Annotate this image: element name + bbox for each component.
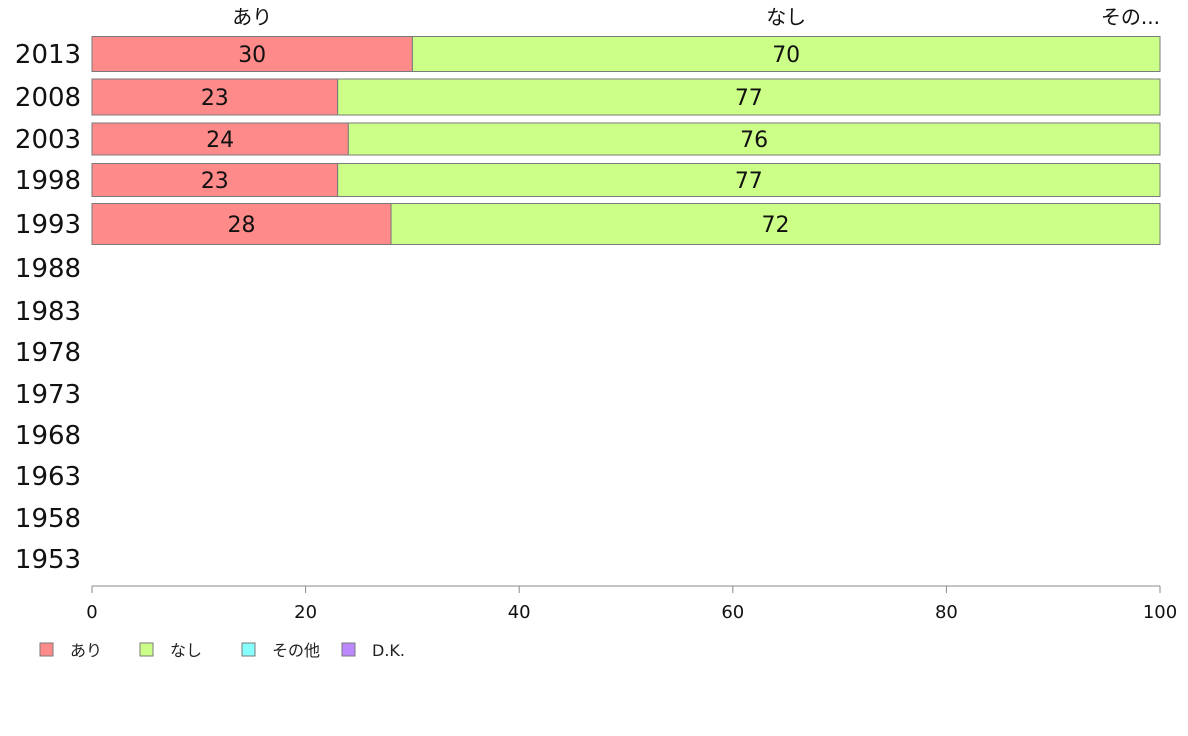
x-tick-label: 20 <box>294 602 317 623</box>
x-tick-label: 60 <box>721 602 744 623</box>
legend-label: なし <box>170 641 202 660</box>
bar-segment <box>91 78 339 116</box>
bars-group: 30 70 23 77 24 76 23 77 28 72 <box>91 36 1161 245</box>
top-series-label: その... <box>1101 5 1160 29</box>
y-tick-label: 2008 <box>15 83 81 113</box>
bar-value-label: 24 <box>206 128 234 153</box>
bar-value-label: 76 <box>740 128 768 153</box>
legend-swatch <box>139 642 154 657</box>
top-series-labels: あり なし その... <box>232 5 1160 29</box>
y-tick-label: 1963 <box>15 462 81 492</box>
bar-value-label: 23 <box>201 169 229 194</box>
legend-swatch <box>341 642 356 657</box>
x-axis: 0 20 40 60 80 100 <box>86 585 1177 623</box>
bar-segment <box>337 163 1161 197</box>
x-tick-label: 0 <box>86 602 97 623</box>
bar-segment <box>91 36 413 72</box>
legend-label: D.K. <box>372 641 405 660</box>
bar-value-label: 77 <box>735 86 763 111</box>
bar-segment <box>390 203 1161 245</box>
bar-value-label: 77 <box>735 169 763 194</box>
top-series-label: あり <box>232 5 272 29</box>
top-series-label: なし <box>766 5 806 29</box>
y-tick-label: 1988 <box>15 254 81 284</box>
y-tick-label: 1998 <box>15 166 81 196</box>
bar-segment <box>411 36 1161 72</box>
y-tick-label: 1973 <box>15 380 81 410</box>
bar-value-label: 23 <box>201 86 229 111</box>
y-tick-label: 2003 <box>15 125 81 155</box>
y-tick-label: 2013 <box>15 40 81 70</box>
x-tick-label: 100 <box>1143 602 1177 623</box>
bar-segment <box>347 122 1161 156</box>
y-tick-label: 1993 <box>15 210 81 240</box>
bar-segment <box>91 122 349 156</box>
x-tick-label: 80 <box>935 602 958 623</box>
y-tick-label: 1953 <box>15 545 81 575</box>
y-tick-label: 1983 <box>15 297 81 327</box>
bar-segment <box>337 78 1161 116</box>
bar-value-label: 28 <box>228 213 256 238</box>
legend-swatch <box>241 642 256 657</box>
legend-label: あり <box>70 641 102 660</box>
bar-segment <box>91 203 392 245</box>
legend: あり なし その他 D.K. <box>39 641 405 660</box>
legend-swatch <box>39 642 54 657</box>
legend-label: その他 <box>272 641 320 660</box>
y-tick-label: 1978 <box>15 338 81 368</box>
bar-value-label: 30 <box>238 43 266 68</box>
bar-value-label: 70 <box>772 43 800 68</box>
y-tick-label: 1968 <box>15 421 81 451</box>
y-tick-label: 1958 <box>15 504 81 534</box>
bar-segment <box>91 163 339 197</box>
x-tick-label: 40 <box>508 602 531 623</box>
y-axis-labels: 2013 2008 2003 1998 1993 1988 1983 1978 1973 1968… <box>15 40 81 575</box>
bar-value-label: 72 <box>762 213 790 238</box>
